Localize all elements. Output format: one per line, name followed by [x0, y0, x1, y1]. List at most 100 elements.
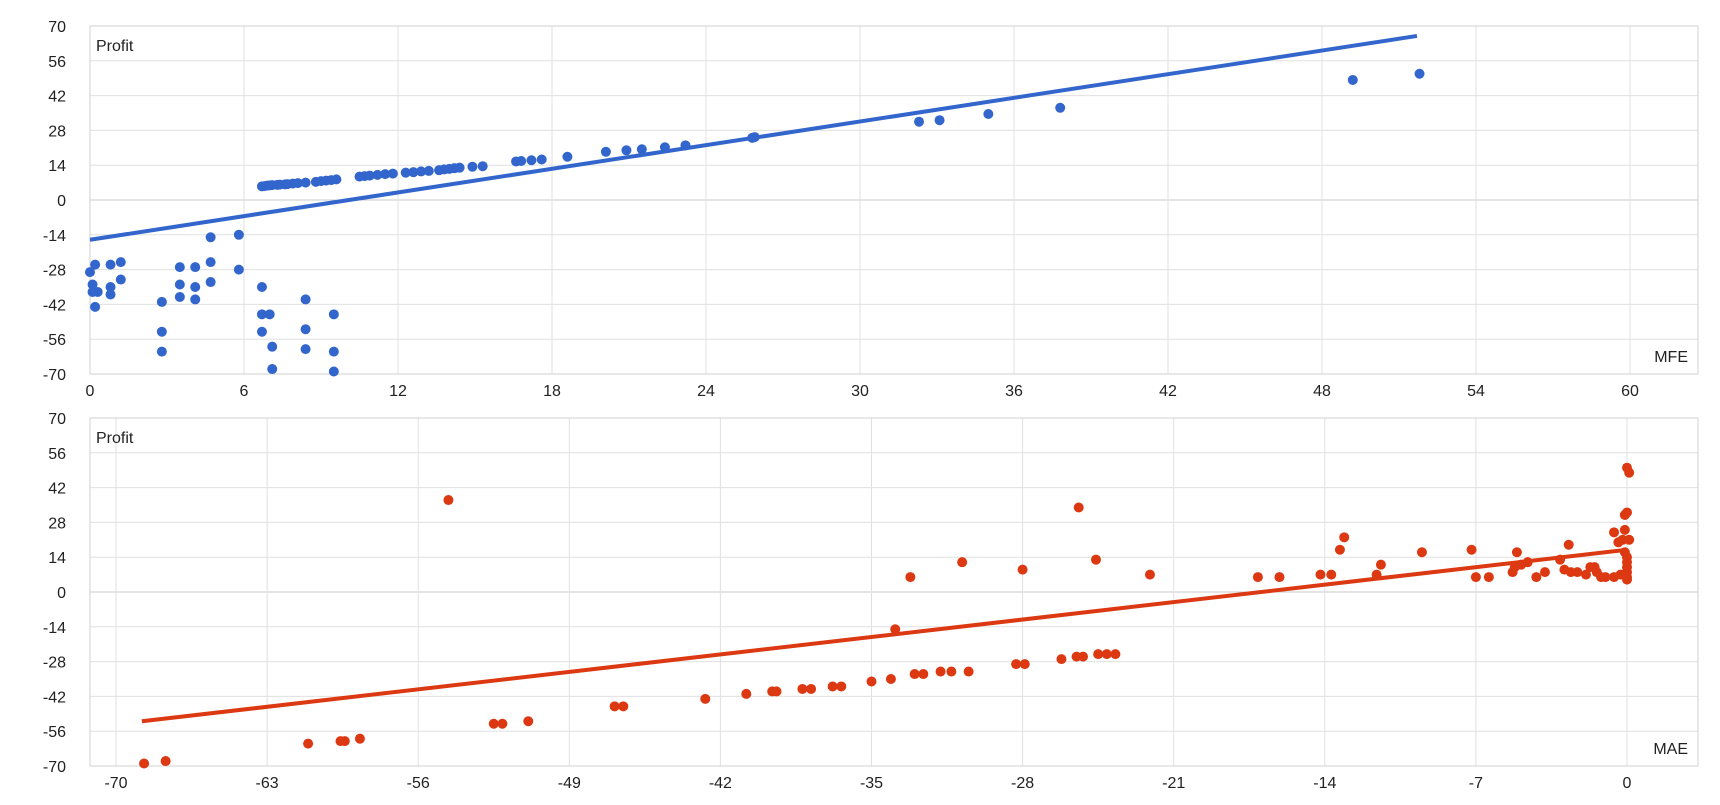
mae-data-point — [1110, 649, 1121, 660]
mae-x-tick-label: -56 — [407, 775, 430, 792]
mae-data-point — [836, 681, 847, 692]
mfe-data-point — [105, 289, 116, 300]
mae-y-tick-label: 14 — [48, 550, 66, 567]
mae-y-axis-label: Profit — [96, 430, 134, 447]
mae-data-point — [1624, 467, 1635, 478]
mae-data-point — [918, 669, 929, 680]
mae-data-point — [1470, 572, 1481, 583]
mae-data-point — [1624, 534, 1635, 545]
mfe-chart: -70 -56 -42 -28 -14 0 14 28 42 56 70 0 6 12 18 24 30 36 42… — [43, 19, 1699, 400]
mae-x-tick-label: -14 — [1313, 775, 1336, 792]
mfe-data-point — [292, 178, 303, 189]
mae-data-point — [1600, 572, 1611, 583]
mae-y-tick-label: 0 — [57, 585, 66, 602]
mae-data-point — [339, 736, 350, 747]
mfe-data-point — [233, 229, 244, 240]
mfe-x-tick-label: 60 — [1621, 383, 1639, 400]
mae-data-point — [963, 666, 974, 677]
mfe-data-point — [1055, 102, 1066, 113]
mae-data-point — [1563, 539, 1574, 550]
mfe-data-point — [87, 279, 98, 290]
mae-y-tick-label: 56 — [48, 446, 66, 463]
mae-data-point — [1375, 559, 1386, 570]
mfe-data-point — [636, 144, 647, 155]
mfe-data-point — [264, 309, 275, 320]
mfe-data-point — [156, 326, 167, 337]
mfe-data-point — [328, 309, 339, 320]
mfe-data-point — [934, 115, 945, 126]
mfe-data-point — [454, 162, 465, 173]
mae-data-point — [497, 718, 508, 729]
mfe-y-tick-label: -14 — [43, 228, 66, 245]
mfe-data-point — [562, 151, 573, 162]
mfe-data-point — [914, 116, 925, 127]
mae-x-axis-label: MAE — [1653, 741, 1688, 758]
mfe-plot-border — [89, 25, 1699, 375]
mae-data-point — [1011, 659, 1022, 670]
mfe-data-point — [205, 277, 216, 288]
mae-x-tick-label: -35 — [860, 775, 883, 792]
mfe-y-tick-label: -70 — [43, 367, 66, 384]
mfe-data-point — [90, 259, 101, 270]
mfe-y-tick-label: -28 — [43, 263, 66, 280]
mfe-y-tick-label: 70 — [48, 19, 66, 36]
mae-data-point — [1539, 567, 1550, 578]
mae-x-tick-label: -21 — [1162, 775, 1185, 792]
mae-data-point — [1274, 572, 1285, 583]
mfe-x-tick-label: 18 — [543, 383, 561, 400]
mfe-data-point — [92, 286, 103, 297]
mfe-data-point — [423, 165, 434, 176]
mfe-data-point — [115, 274, 126, 285]
mfe-data-point — [115, 257, 126, 268]
mfe-y-axis-label: Profit — [96, 38, 134, 55]
mae-x-tick-label: -49 — [558, 775, 581, 792]
mae-y-tick-label: -28 — [43, 655, 66, 672]
mae-y-tick-label: 28 — [48, 515, 66, 532]
mae-x-tick-label: -70 — [104, 775, 127, 792]
mfe-data-point — [387, 168, 398, 179]
mae-data-point — [741, 688, 752, 699]
mfe-data-point — [267, 364, 278, 375]
mae-trendline — [141, 547, 1628, 724]
mae-data-point — [618, 701, 629, 712]
mfe-data-point — [300, 324, 311, 335]
mae-y-tick-label: 42 — [48, 481, 66, 498]
mae-data-point — [1572, 567, 1583, 578]
mae-data-point — [1622, 507, 1632, 518]
mfe-data-point — [190, 282, 201, 292]
mfe-data-point — [467, 161, 478, 172]
mfe-x-tick-label: 6 — [240, 383, 249, 400]
mfe-y-tick-label: 14 — [48, 158, 66, 175]
mae-data-point — [1019, 659, 1030, 670]
mfe-data-point — [1347, 74, 1358, 85]
mfe-x-axis-label: MFE — [1654, 349, 1688, 366]
mae-y-tick-label: -14 — [43, 620, 66, 637]
mfe-trendline — [89, 33, 1418, 242]
mae-data-point — [523, 716, 534, 727]
mae-data-point — [890, 624, 901, 635]
mfe-data-point — [174, 262, 185, 273]
mfe-data-point — [600, 146, 611, 157]
mae-data-point — [1511, 547, 1522, 558]
mae-data-point — [1326, 569, 1337, 580]
mfe-data-point — [300, 344, 311, 355]
mfe-data-point — [256, 326, 267, 337]
mae-data-point — [885, 674, 896, 684]
mfe-x-tick-label: 24 — [697, 383, 715, 400]
mae-data-point — [609, 701, 620, 712]
mfe-x-tick-label: 12 — [389, 383, 407, 400]
mae-plot-border — [89, 417, 1699, 767]
mfe-data-point — [526, 155, 537, 166]
mae-data-point — [1466, 544, 1477, 555]
mfe-data-point — [516, 155, 527, 166]
mfe-data-point — [300, 177, 311, 188]
mae-data-point — [905, 572, 916, 583]
mfe-data-point — [174, 279, 185, 290]
mae-data-point — [909, 669, 920, 680]
mae-data-point — [1315, 569, 1326, 580]
mae-data-point — [354, 733, 365, 744]
mae-data-point — [806, 683, 817, 694]
mfe-data-point — [190, 294, 201, 305]
